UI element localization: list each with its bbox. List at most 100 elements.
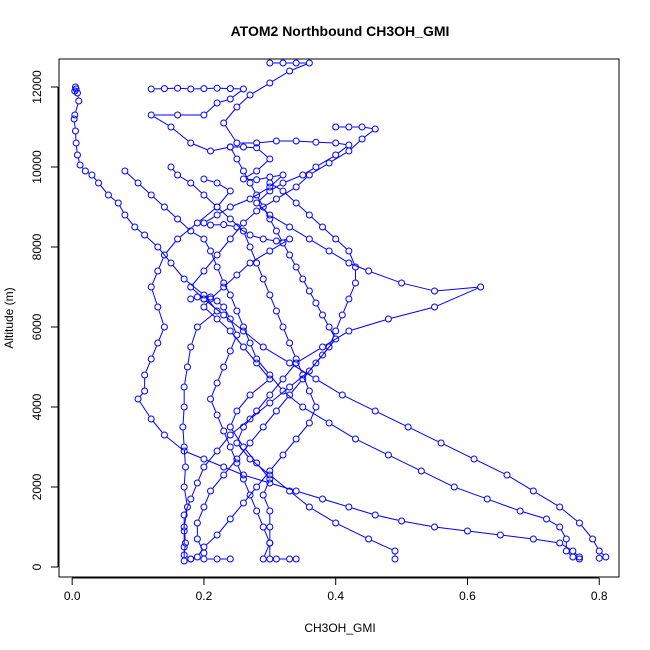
data-point [207, 395, 215, 403]
data-point [253, 176, 261, 184]
data-point [193, 535, 201, 543]
data-point [299, 275, 307, 283]
data-point [259, 235, 267, 243]
series-segment [225, 461, 236, 473]
data-point [246, 415, 254, 423]
series-segment [119, 205, 124, 213]
data-point [325, 159, 333, 167]
series-segment [152, 345, 157, 357]
data-point [259, 555, 267, 563]
data-point [358, 123, 366, 131]
series-segment [100, 185, 107, 193]
series-segment [232, 420, 248, 434]
data-point [272, 227, 280, 235]
series-segment [271, 457, 282, 469]
y-tick-label: 6000 [30, 313, 44, 340]
data-point [279, 239, 287, 247]
series-segment [191, 330, 197, 344]
data-point [220, 221, 228, 229]
series-4 [187, 123, 610, 562]
data-point [305, 171, 313, 179]
series-segment [324, 341, 334, 353]
series-segment [211, 385, 217, 397]
series-segment [343, 301, 349, 313]
data-point [556, 523, 564, 531]
data-point [266, 179, 274, 187]
series-segment [323, 317, 328, 325]
series-segment [284, 245, 289, 253]
series-segment [349, 285, 355, 297]
data-point [154, 243, 162, 251]
series-segment [349, 253, 355, 265]
y-tick-label: 4000 [30, 393, 44, 420]
series-segment [213, 147, 228, 151]
data-point [174, 215, 182, 223]
series-segment [198, 541, 203, 551]
data-point [95, 179, 103, 187]
data-point [477, 283, 485, 291]
series-segment [244, 233, 250, 245]
data-point [154, 339, 162, 347]
series-segment [285, 192, 294, 202]
data-point [226, 235, 234, 243]
data-point [220, 303, 228, 311]
series-segment [358, 440, 386, 454]
series-segment [325, 332, 347, 346]
data-point [233, 407, 241, 415]
series-segment [126, 217, 133, 225]
series-segment [231, 413, 237, 425]
series-segment [271, 221, 276, 229]
series-segment [272, 388, 288, 402]
data-point [239, 227, 247, 235]
series-segment [298, 348, 320, 362]
series-segment [218, 241, 229, 253]
series-segment [244, 173, 249, 181]
series-segment [299, 491, 320, 499]
series-segment [183, 450, 186, 464]
data-point [286, 391, 294, 399]
series-segment [193, 232, 202, 238]
data-point [589, 535, 597, 543]
series-segment [252, 380, 268, 394]
data-point [213, 307, 221, 315]
series-segment [212, 288, 222, 298]
series-segment [272, 240, 287, 250]
data-point [147, 355, 155, 363]
data-point [76, 161, 84, 169]
data-point [220, 119, 228, 127]
data-point [193, 293, 201, 301]
data-point [226, 291, 234, 299]
data-point [272, 407, 280, 415]
data-point [279, 187, 287, 195]
series-segment [139, 401, 150, 417]
series-segment [137, 228, 143, 234]
data-point [220, 427, 228, 435]
data-point [345, 141, 353, 149]
series-segment [180, 176, 189, 182]
data-point [246, 391, 254, 399]
data-point [180, 543, 188, 551]
data-point [246, 179, 254, 187]
series-segment [217, 269, 223, 281]
data-point [121, 167, 129, 175]
data-point [187, 343, 195, 351]
data-point [437, 439, 445, 447]
data-point [70, 115, 78, 123]
data-point [259, 523, 267, 531]
data-point [286, 383, 294, 391]
data-point [233, 455, 241, 463]
data-point [71, 127, 79, 135]
data-point [200, 219, 208, 227]
data-point [292, 359, 300, 367]
data-point [384, 315, 392, 323]
data-point [233, 271, 241, 279]
data-point [239, 471, 247, 479]
data-point [556, 539, 564, 547]
data-point [253, 144, 261, 152]
data-point [180, 511, 188, 519]
data-point [266, 79, 274, 87]
series-segment [305, 408, 327, 422]
data-point [154, 303, 162, 311]
data-point [226, 85, 234, 93]
data-point [404, 423, 412, 431]
